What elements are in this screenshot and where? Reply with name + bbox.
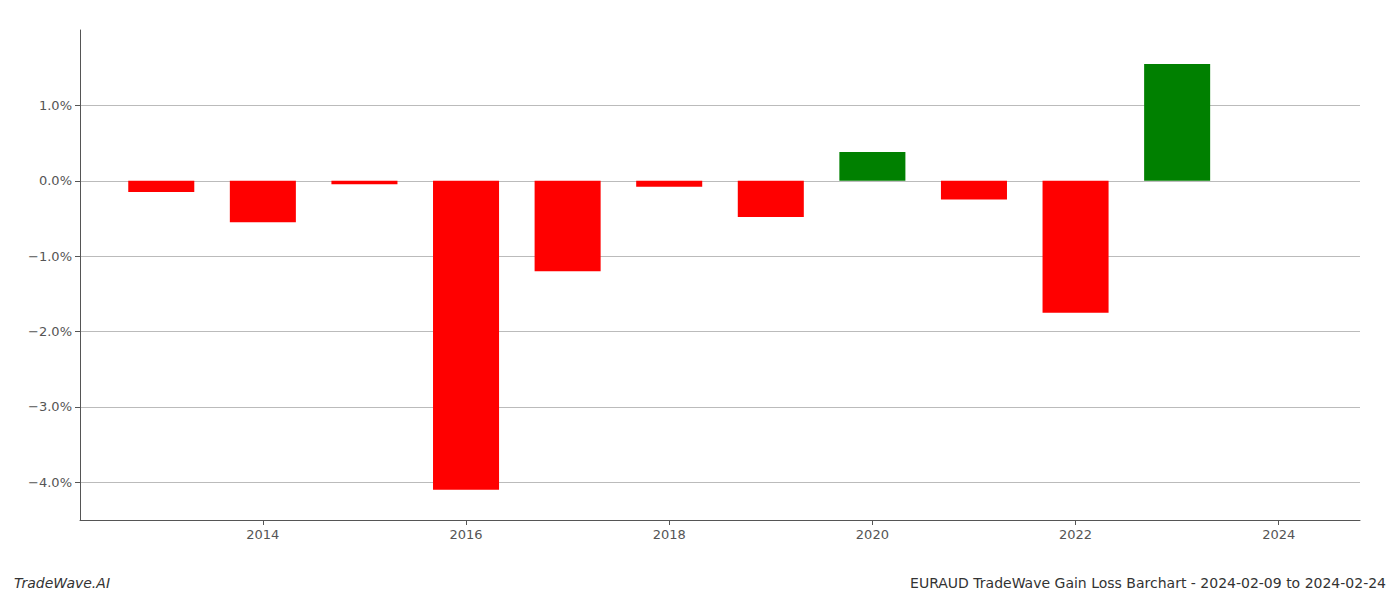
svg-text:−2.0%: −2.0% [28,324,72,339]
svg-text:2014: 2014 [246,527,279,542]
svg-text:0.0%: 0.0% [39,173,72,188]
svg-text:EURAUD TradeWave Gain Loss Bar: EURAUD TradeWave Gain Loss Barchart - 20… [910,575,1386,591]
svg-text:1.0%: 1.0% [39,98,72,113]
svg-text:−4.0%: −4.0% [28,475,72,490]
svg-text:2024: 2024 [1262,527,1295,542]
svg-text:TradeWave.AI: TradeWave.AI [14,575,110,591]
svg-text:−3.0%: −3.0% [28,399,72,414]
svg-text:2020: 2020 [856,527,889,542]
svg-text:2022: 2022 [1059,527,1092,542]
svg-text:2016: 2016 [449,527,482,542]
svg-text:−1.0%: −1.0% [28,249,72,264]
svg-text:2018: 2018 [653,527,686,542]
